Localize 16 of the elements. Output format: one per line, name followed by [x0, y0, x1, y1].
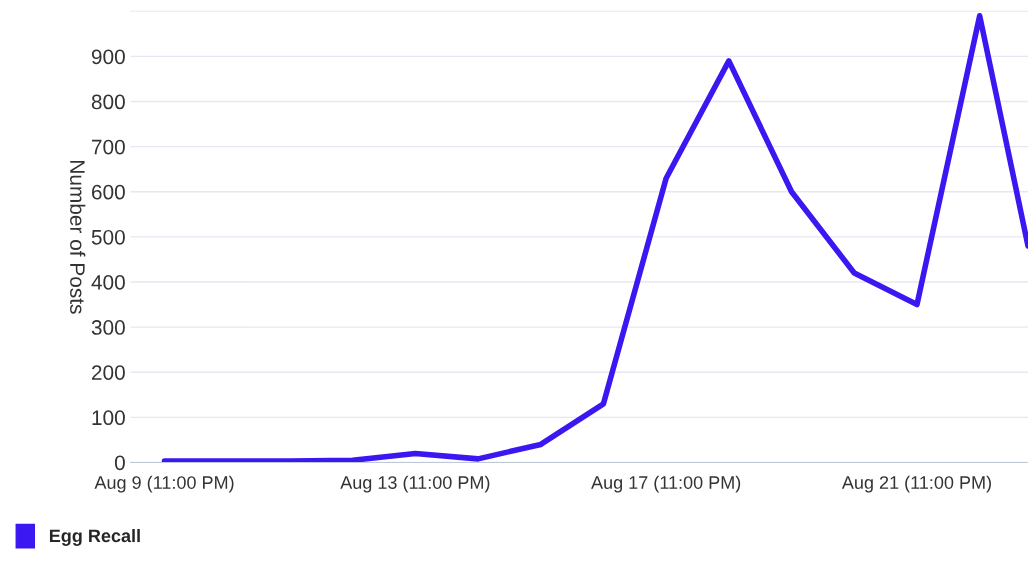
y-tick-label: 200	[91, 365, 125, 380]
y-tick-label: 800	[91, 94, 125, 110]
x-tick-label: Aug 9 (11:00 PM)	[94, 475, 234, 493]
y-axis-title: Number of Posts	[70, 161, 86, 314]
y-tick-label: 600	[92, 184, 125, 200]
y-tick-label: 0	[114, 455, 125, 471]
y-tick-label: 300	[91, 320, 125, 335]
y-tick-label: 900	[91, 49, 125, 65]
y-tick-label: 100	[92, 410, 125, 426]
y-tick-label: 400	[91, 275, 125, 290]
x-tick-label: Aug 13 (11:00 PM)	[340, 475, 490, 493]
x-tick-label: Aug 21 (11:00 PM)	[841, 475, 991, 493]
legend-label: Egg Recall	[49, 528, 140, 546]
y-tick-label: 700	[92, 139, 125, 155]
x-tick-label: Aug 17 (11:00 PM)	[591, 475, 741, 493]
y-tick-label: 500	[91, 229, 125, 245]
